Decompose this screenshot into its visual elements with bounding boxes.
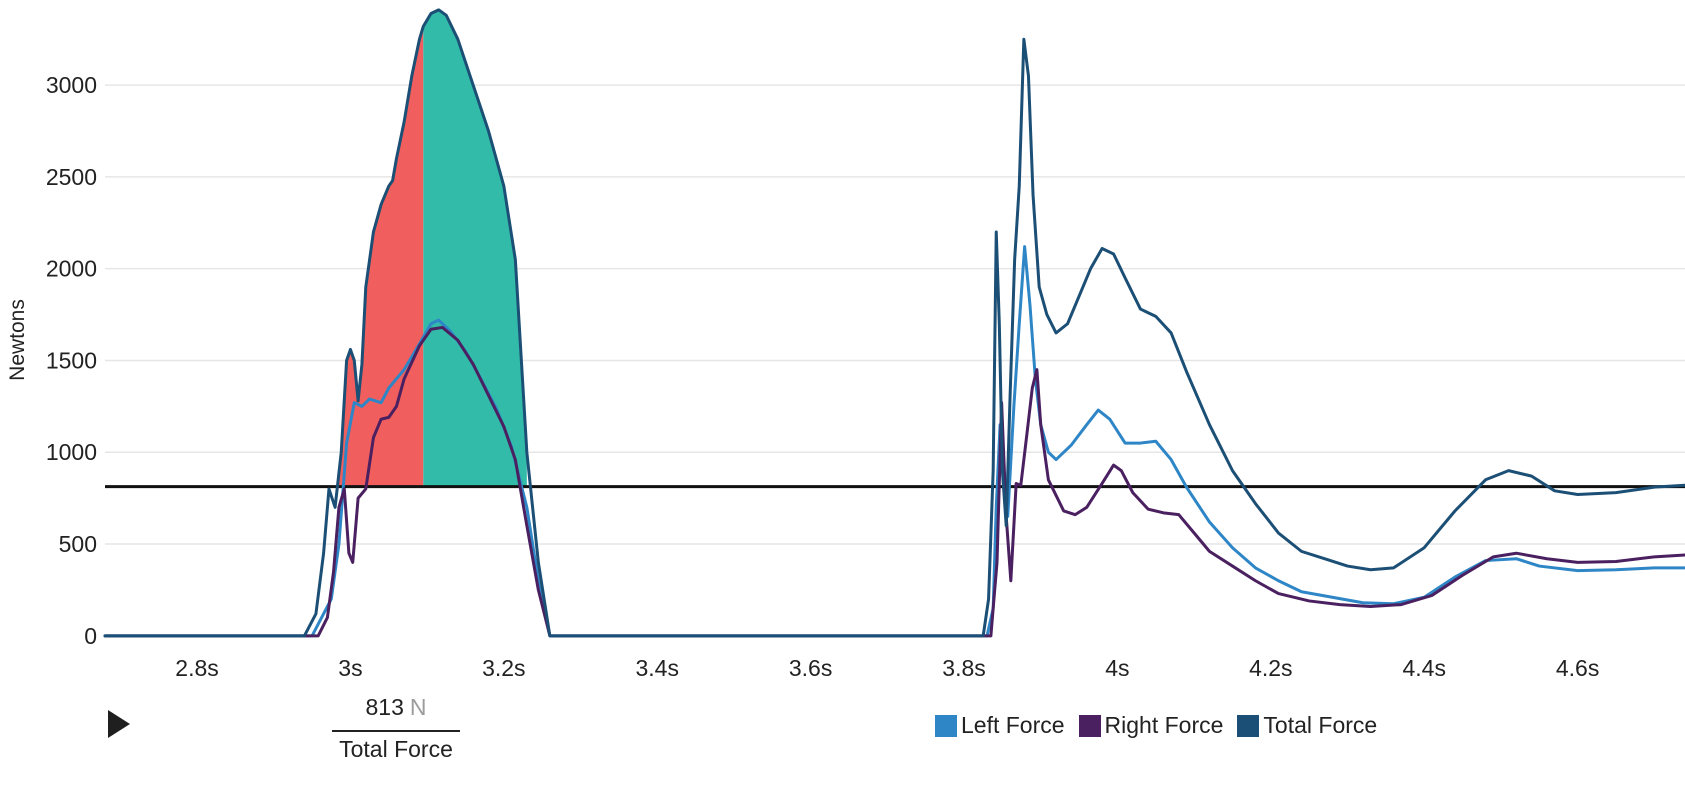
x-tick-label: 3s (338, 655, 362, 681)
legend-label-right-force: Right Force (1104, 712, 1224, 738)
legend-swatch-right-force (1078, 714, 1101, 737)
x-tick-label: 2.8s (175, 655, 218, 681)
y-tick-label: 0 (84, 623, 97, 649)
series-line-left-force (103, 245, 1685, 638)
x-tick-label: 4.4s (1402, 655, 1445, 681)
series-lines (103, 8, 1685, 638)
legend-swatch-left-force (935, 714, 957, 737)
legend-label-left-force: Left Force (961, 712, 1065, 738)
y-tick-label: 500 (59, 531, 97, 557)
x-tick-label: 4.6s (1556, 655, 1599, 681)
x-axis-ticks: 2.8s 3s 3.2s 3.4s 3.6s 3.8s 4s 4.2s 4.4s 4.6s (175, 655, 1599, 681)
readout-value: 813 (365, 694, 404, 720)
legend-item-right-force[interactable]: Right Force (1078, 712, 1224, 739)
x-tick-label: 3.6s (789, 655, 832, 681)
readout-unit: N (409, 694, 427, 720)
legend-label-total-force: Total Force (1263, 712, 1378, 738)
legend-item-total-force[interactable]: Total Force (1237, 712, 1377, 739)
y-tick-label: 3000 (46, 72, 97, 98)
y-tick-label: 2500 (46, 164, 97, 190)
y-tick-label: 1000 (46, 439, 97, 465)
x-tick-label: 3.4s (635, 655, 678, 681)
y-axis-title: Newtons (6, 299, 29, 381)
x-tick-label: 3.2s (482, 655, 525, 681)
legend-item-left-force[interactable]: Left Force (935, 712, 1065, 739)
readout-value-row: 813 N (332, 692, 460, 722)
y-axis-ticks: 0 500 1000 1500 2000 2500 3000 (46, 72, 97, 649)
x-tick-label: 4s (1105, 655, 1129, 681)
legend-swatch-total-force (1237, 714, 1260, 737)
readout-divider (332, 730, 460, 732)
shaded-region-fall (423, 9, 527, 487)
readout-label: Total Force (339, 736, 453, 762)
series-line-right-force (103, 325, 1685, 638)
play-button[interactable] (108, 710, 130, 738)
x-tick-label: 4.2s (1249, 655, 1292, 681)
legend: Left Force Right Force Total Force (935, 712, 1391, 739)
series-line-total-force (103, 8, 1685, 638)
y-tick-label: 1500 (46, 347, 97, 373)
x-tick-label: 3.8s (942, 655, 985, 681)
y-tick-label: 2000 (46, 256, 97, 282)
force-readout: 813 N Total Force (332, 692, 460, 763)
